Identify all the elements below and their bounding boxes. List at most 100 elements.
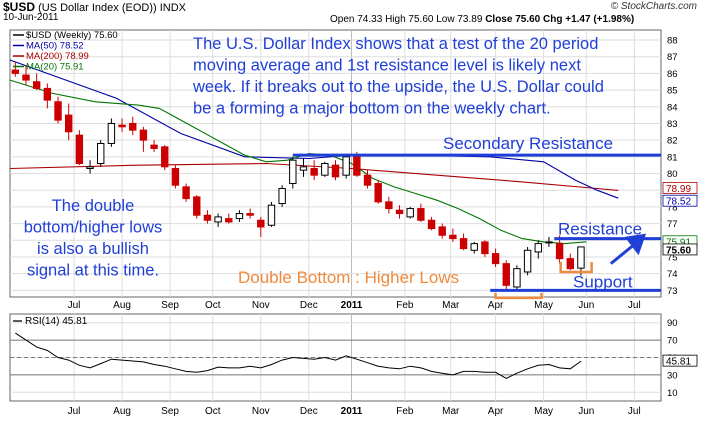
high-value: 75.60	[408, 14, 434, 25]
candle-down	[139, 129, 148, 141]
annotation-main-line: week. If it breaks out to the upside, th…	[192, 78, 604, 96]
rsi-x-tick-label: Mar	[442, 406, 460, 417]
legend-label-ma200: MA(200) 78.99	[26, 51, 89, 62]
candle-down	[225, 218, 233, 223]
rsi-x-tick-label: Sep	[161, 406, 179, 417]
value-tag-ma200: 78.99	[666, 184, 691, 195]
rsi-x-tick-label: Feb	[396, 406, 414, 417]
value-tag-box-ma50	[662, 194, 698, 207]
candle-down	[502, 263, 510, 286]
chart-date: 10-Jun-2011	[3, 12, 59, 23]
price-plot-frame	[9, 29, 662, 298]
candle-down	[75, 134, 84, 165]
candle-down	[257, 219, 265, 228]
value-tag-box-last	[662, 243, 698, 256]
price-y-tick-label: 86	[667, 69, 678, 80]
value-tag-last: 75.60	[666, 245, 691, 256]
legend-label-price: $USD (Weekly) 75.60	[26, 30, 118, 41]
rsi-last-tag-box	[662, 354, 698, 367]
candle-up	[299, 166, 308, 171]
price-y-tick-label: 74	[667, 269, 678, 280]
rsi-x-tick-label: Jun	[578, 406, 594, 417]
candle-up	[289, 159, 297, 185]
candle-up	[267, 204, 276, 226]
price-x-tick-label: Mar	[442, 300, 460, 311]
double-bottom-bracket-1	[494, 292, 543, 300]
rsi-x-tick-label: Apr	[488, 406, 504, 417]
candle-up	[513, 268, 521, 288]
annotation-main-line: moving average and 1st resistance level …	[193, 57, 581, 75]
candle-up	[523, 249, 532, 273]
breakout-arrow-head	[624, 233, 647, 256]
candle-down	[246, 213, 254, 216]
open-value: 74.33	[357, 14, 383, 25]
price-y-tick-label: 73	[667, 286, 678, 297]
candle-down	[54, 101, 62, 121]
candle-down	[118, 124, 126, 128]
legend-label-ma20: MA(20) 75.91	[26, 62, 84, 73]
close-label: Close	[485, 14, 513, 25]
candle-down	[459, 238, 468, 250]
candle-down	[555, 243, 564, 260]
candle-down	[427, 219, 436, 230]
double-bottom-bracket-2	[559, 261, 593, 274]
annotation-left-line: is also a bullish	[37, 240, 149, 258]
annotation-left-line: signal at this time.	[27, 262, 159, 280]
candle-up	[534, 243, 542, 253]
candle-up	[406, 208, 414, 218]
candle-down	[182, 186, 190, 200]
rsi-x-tick-label: 2011	[341, 406, 363, 417]
candle-down	[481, 241, 489, 255]
value-tag-box-ma200	[662, 181, 698, 194]
candle-up	[278, 188, 286, 205]
rsi-legend-label: RSI(14) 45.81	[25, 316, 88, 327]
candle-down	[353, 156, 361, 176]
rsi-y-tick-label: 70	[667, 336, 678, 347]
candle-down	[22, 74, 30, 81]
rsi-x-tick-label: Oct	[205, 406, 221, 417]
change-value: +1.47 (+1.98%)	[565, 14, 635, 25]
rsi-y-tick-label: 30	[667, 370, 678, 381]
low-value: 73.89	[457, 14, 483, 25]
candle-down	[374, 183, 382, 203]
price-y-tick-label: 80	[667, 169, 678, 180]
candle-down	[363, 174, 372, 186]
price-x-tick-label: Jul	[68, 300, 81, 311]
rsi-y-tick-label: 10	[667, 388, 678, 399]
candle-up	[321, 163, 329, 176]
price-x-tick-label: 2011	[341, 300, 363, 311]
rsi-x-tick-label: Aug	[113, 406, 131, 417]
candle-down	[449, 234, 457, 240]
secondary-resistance-label: Secondary Resistance	[443, 134, 613, 153]
candle-down	[491, 253, 500, 265]
candle-up	[577, 246, 585, 269]
candle-down	[203, 214, 212, 221]
rsi-line	[15, 332, 582, 379]
breakout-arrow-shaft	[609, 242, 637, 265]
price-x-tick-label: May	[534, 300, 553, 311]
resistance-label: Resistance	[558, 220, 642, 239]
high-label: High	[385, 14, 406, 25]
rsi-x-tick-label: Dec	[300, 406, 318, 417]
price-x-tick-label: Jun	[578, 300, 594, 311]
candle-down	[64, 114, 73, 133]
support-label: Support	[573, 272, 633, 291]
candle-up	[86, 166, 94, 170]
ohlc-readout: Open 74.33 High 75.60 Low 73.89 Close 75…	[330, 14, 634, 25]
price-x-tick-label: Feb	[396, 300, 414, 311]
price-y-tick-label: 77	[667, 219, 678, 230]
change-label: Chg	[543, 14, 563, 25]
annotation-main-line: The U.S. Dollar Index shows that a test …	[193, 35, 598, 53]
symbol: $USD	[3, 0, 36, 14]
price-y-tick-label: 78	[667, 202, 678, 213]
price-y-tick-label: 85	[667, 86, 678, 97]
price-x-tick-label: Dec	[300, 300, 318, 311]
price-x-tick-label: Jul	[628, 300, 641, 311]
rsi-x-tick-label: Jul	[68, 406, 81, 417]
brand-watermark: © StockCharts.com	[610, 1, 697, 12]
candle-down	[395, 209, 404, 215]
candle-up	[470, 243, 478, 251]
price-y-tick-label: 84	[667, 102, 678, 113]
